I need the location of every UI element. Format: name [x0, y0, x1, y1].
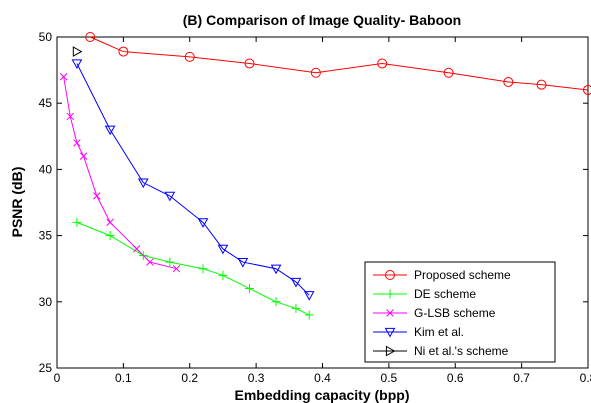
y-tick-label: 35 — [39, 229, 53, 243]
legend-swatch-marker — [386, 309, 394, 317]
data-point — [536, 79, 547, 90]
series-2 — [59, 72, 181, 273]
legend-item: Ni et al.'s scheme — [373, 344, 509, 358]
data-point — [72, 217, 82, 227]
series-0 — [85, 32, 591, 95]
data-point — [198, 264, 208, 274]
series-1 — [72, 217, 314, 320]
data-point — [165, 257, 175, 267]
legend-label: Kim et al. — [414, 325, 464, 339]
legend-item: Proposed scheme — [373, 268, 511, 282]
series-layer — [59, 32, 591, 320]
legend-item: G-LSB scheme — [373, 306, 496, 320]
legend-item: Kim et al. — [373, 325, 464, 339]
data-point — [290, 277, 302, 288]
data-point — [71, 59, 83, 70]
data-point — [146, 258, 154, 266]
data-point — [164, 191, 176, 202]
data-point — [137, 178, 149, 189]
data-point — [118, 46, 129, 57]
x-tick-label: 0.7 — [513, 371, 530, 385]
legend-box — [364, 261, 556, 363]
series-line — [76, 63, 310, 296]
data-point — [303, 291, 315, 301]
legend-label: DE scheme — [414, 287, 476, 301]
data-point — [443, 67, 454, 78]
data-point — [172, 264, 181, 273]
legend-item: DE scheme — [373, 287, 476, 301]
chart-title: (B) Comparison of Image Quality- Baboon — [183, 12, 461, 28]
legend-swatch-marker — [385, 289, 395, 299]
legend-swatch-marker — [385, 345, 396, 357]
x-tick-label: 0.2 — [181, 371, 198, 385]
data-point — [73, 139, 81, 147]
data-point — [244, 284, 254, 294]
y-tick-label: 50 — [39, 30, 53, 44]
data-point — [304, 310, 314, 320]
data-point — [59, 72, 68, 81]
legend-swatch-marker — [384, 327, 396, 338]
data-point — [93, 192, 101, 200]
x-tick-label: 0.8 — [580, 371, 591, 385]
data-point — [377, 58, 388, 69]
data-point — [85, 32, 96, 42]
data-point — [237, 257, 249, 268]
x-tick-label: 0.6 — [447, 371, 464, 385]
series-4 — [72, 46, 83, 57]
x-tick-label: 0.3 — [248, 371, 265, 385]
data-point — [218, 270, 228, 280]
y-tick-label: 40 — [39, 162, 53, 176]
legend-label: G-LSB scheme — [414, 306, 496, 320]
x-axis-label: Embedding capacity (bpp) — [234, 387, 409, 403]
data-point — [79, 152, 88, 160]
series-3 — [71, 59, 315, 301]
data-point — [197, 218, 209, 228]
data-point — [106, 218, 114, 227]
data-point — [132, 245, 141, 253]
data-point — [270, 264, 282, 275]
legend-label: Proposed scheme — [414, 268, 511, 282]
data-point — [72, 46, 83, 57]
y-tick-label: 45 — [39, 96, 53, 110]
data-point — [104, 125, 116, 136]
y-tick-label: 30 — [39, 295, 53, 309]
x-tick-label: 0.5 — [381, 371, 398, 385]
x-tick-label: 0 — [54, 371, 61, 385]
y-tick-label: 25 — [39, 361, 53, 375]
x-tick-label: 0.1 — [115, 371, 132, 385]
data-point — [271, 297, 281, 307]
legend: Proposed scheme DE scheme G-LSB scheme Kim … — [364, 261, 556, 363]
data-point — [291, 303, 301, 313]
data-point — [310, 67, 321, 78]
legend-swatch-marker — [385, 270, 395, 280]
data-point — [184, 51, 195, 62]
series-line — [76, 221, 310, 316]
x-tick-label: 0.4 — [314, 371, 331, 385]
series-line — [89, 36, 589, 91]
axis-ticks: 0 0.1 0.2 0.3 0.4 0.5 0.6 0.7 0.8 25 30 35 40 45 50 — [39, 30, 591, 385]
data-point — [583, 84, 591, 95]
data-point — [503, 77, 514, 88]
data-point — [105, 231, 115, 241]
y-axis-label: PSNR (dB) — [9, 167, 25, 238]
data-point — [66, 112, 75, 121]
data-point — [244, 58, 255, 69]
legend-label: Ni et al.'s scheme — [414, 344, 509, 358]
data-point — [217, 244, 229, 255]
